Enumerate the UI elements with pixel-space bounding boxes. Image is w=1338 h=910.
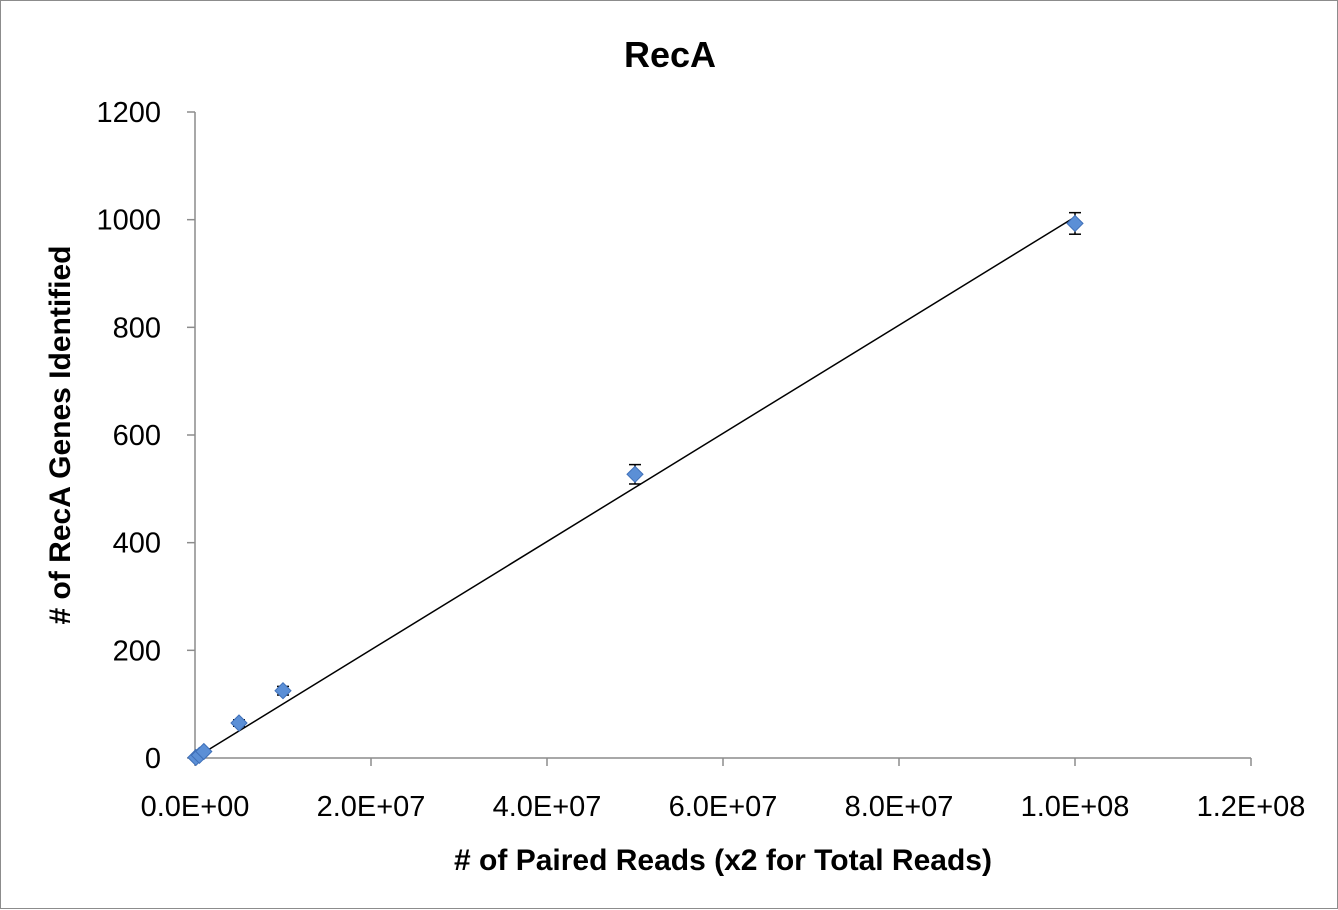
y-axis-ticks: 0 200 400 600 800 1000 1200 bbox=[96, 97, 195, 775]
data-points bbox=[187, 211, 1084, 767]
x-tick-label: 2.0E+07 bbox=[317, 791, 426, 823]
chart-title: RecA bbox=[624, 34, 716, 75]
x-axis-label: # of Paired Reads (x2 for Total Reads) bbox=[454, 844, 992, 877]
y-tick-label: 1200 bbox=[96, 97, 161, 129]
x-tick-label: 6.0E+07 bbox=[669, 791, 778, 823]
y-tick-label: 200 bbox=[113, 635, 161, 667]
x-tick-label: 0.0E+00 bbox=[141, 791, 250, 823]
data-point-marker bbox=[1066, 214, 1084, 233]
x-axis-ticks: 0.0E+00 2.0E+07 4.0E+07 6.0E+07 8.0E+07 1.0E+… bbox=[141, 758, 1306, 823]
data-point-marker bbox=[195, 742, 213, 761]
x-tick-label: 1.0E+08 bbox=[1021, 791, 1130, 823]
x-tick-label: 1.2E+08 bbox=[1197, 791, 1306, 823]
y-tick-label: 800 bbox=[113, 312, 161, 344]
data-point-marker bbox=[230, 714, 248, 732]
y-tick-label: 400 bbox=[113, 528, 161, 560]
y-tick-label: 1000 bbox=[96, 205, 161, 237]
y-tick-label: 600 bbox=[113, 420, 161, 452]
trendline bbox=[194, 216, 1076, 759]
x-tick-label: 8.0E+07 bbox=[845, 791, 954, 823]
x-tick-label: 4.0E+07 bbox=[493, 791, 602, 823]
y-axis-label: # of RecA Genes Identified bbox=[44, 246, 77, 625]
data-point-marker bbox=[274, 682, 292, 700]
y-tick-label: 0 bbox=[145, 743, 161, 775]
data-point-marker bbox=[626, 465, 644, 484]
